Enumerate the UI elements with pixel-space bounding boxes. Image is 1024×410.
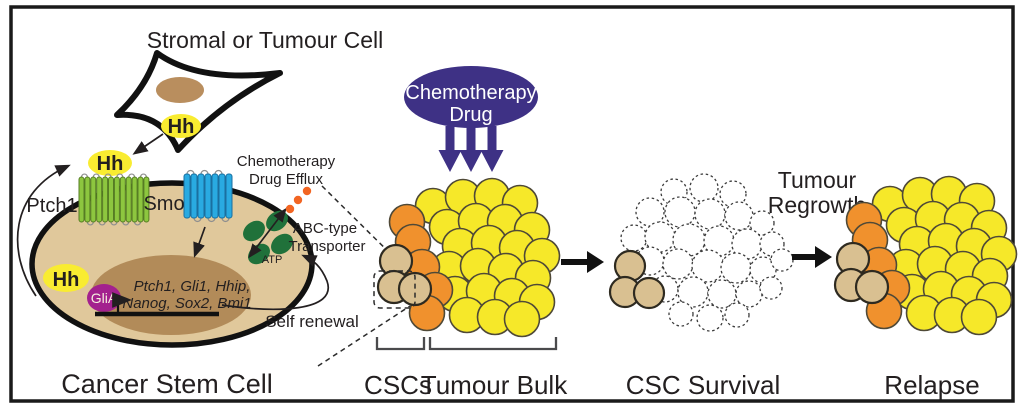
chemo-drug-oval [404,66,538,128]
dead-tumour-cell [677,276,709,308]
chemo-arrow-icon [480,126,504,172]
efflux-drug-dots [285,186,312,214]
tumour-regrowth-label-line1: Tumour [778,167,857,193]
efflux-label-line1: Chemotherapy [237,153,336,170]
tumour-bulk-label: Tumour Bulk [421,370,568,400]
atp-label: ATP [262,254,283,266]
efflux-arrow [248,207,287,259]
smo-signal-arrow [193,226,206,258]
abc-label-line1: ABC-type [293,220,357,237]
self-renewal-arrow [221,254,330,311]
dead-tumour-cell [770,248,794,272]
stromal-cell-title: Stromal or Tumour Cell [147,27,383,53]
chemo-arrow-icon [459,126,483,172]
hh-ligand-cytoplasmic [43,264,89,292]
hh-ligand-extracellular [88,150,132,176]
figure-border [9,5,1015,403]
glia-label: GliA [91,290,118,306]
self-renewal-label: Self renewal [265,312,359,331]
stromal-cell-nucleus [156,77,204,103]
cscs-bracket [375,337,426,351]
hh-binding-curved-arrow [16,164,71,297]
csc-survival-label: CSC Survival [626,370,781,400]
zoom-dashed-line-bottom [317,305,411,367]
relapse-cluster [833,175,1018,336]
chemo-drug-arrows [438,126,504,172]
tumour-bulk-cluster [376,177,561,338]
hh-ligand-stromal-label: Hh [168,116,195,138]
cscs-label: CSCs [364,370,432,400]
dead-tumour-cell [724,302,750,328]
hh-secretion-arrow [132,133,164,155]
dead-tumour-cell [662,248,694,280]
dead-tumour-cell [696,304,724,332]
transcription-arrow-icon [112,292,132,312]
cancer-stem-cell-title: Cancer Stem Cell [61,369,273,399]
efflux-label-line2: Drug Efflux [249,171,323,188]
csc-survival-cluster [608,173,794,332]
tumour-cell [854,269,890,305]
chemo-arrow-icon [438,126,462,172]
hh-ligand-stromal [161,114,201,138]
dead-tumour-cell [759,276,783,300]
dead-tumour-cell [749,256,777,284]
arrow-survival-to-relapse [792,246,832,268]
chemo-drug-label-line1: Chemotherapy [405,82,536,104]
dead-tumour-cell [668,301,694,327]
stromal-cell [114,50,283,153]
tumour-bulk-bracket [428,337,558,351]
target-genes-line2: Nanog, Sox2, Bmi1 [122,295,251,312]
dead-tumour-cell [719,180,747,208]
tumour-cell [960,298,998,336]
hh-ligand-extracellular-label: Hh [97,153,124,175]
ptch1-receptor [78,173,150,226]
abc-label-line2: Transporter [289,238,366,255]
arrow-bulk-to-survival [561,251,604,273]
dead-tumour-cell [694,198,726,230]
surviving-csc-cell [613,249,647,283]
dead-tumour-cell [724,201,754,231]
relapse-label: Relapse [884,370,979,400]
dead-tumour-cell [720,252,752,284]
surviving-csc-cell [632,276,666,310]
tumour-cell [503,300,541,338]
hh-ligand-cytoplasmic-label: Hh [53,269,80,291]
chemo-drug-label-line2: Drug [449,104,492,126]
dead-tumour-cell [749,210,775,236]
ptch1-label: Ptch1 [26,195,77,217]
dead-tumour-cell [664,196,696,228]
target-genes-line1: Ptch1, Gli1, Hhip, [134,278,251,295]
smo-receptor [183,169,233,223]
dead-tumour-cell [620,224,648,252]
dead-tumour-cell [689,173,719,203]
dead-tumour-cell [707,279,737,309]
smo-label: Smo [143,193,184,215]
